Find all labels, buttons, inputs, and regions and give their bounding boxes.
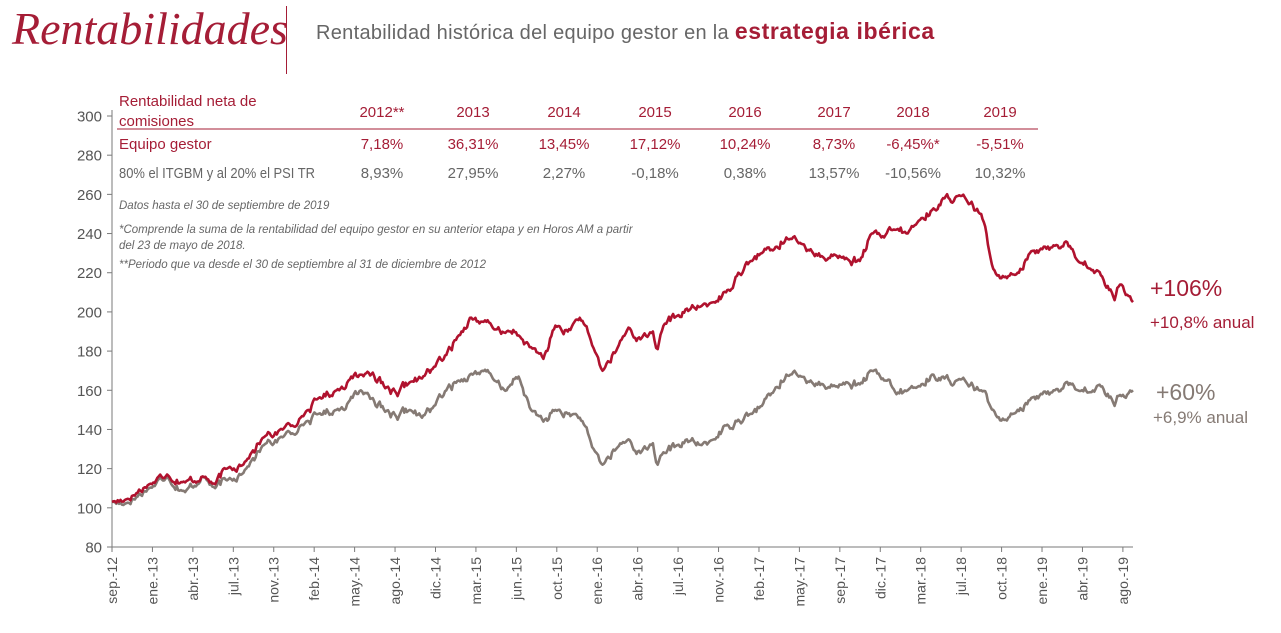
table-row-label: Equipo gestor	[119, 136, 212, 153]
index-annual-return: +6,9% anual	[1153, 408, 1248, 427]
y-tick-label: 300	[77, 109, 102, 126]
x-tick-label: abr.-19	[1074, 557, 1090, 601]
note-line: *Comprende la suma de la rentabilidad de…	[119, 224, 634, 236]
table-cell: 8,93%	[361, 165, 404, 182]
table-cell: -5,51%	[976, 136, 1024, 153]
notes: Datos hasta el 30 de septiembre de 2019 *…	[119, 200, 634, 271]
series-line-index	[111, 368, 1134, 507]
end-labels: +106% +10,8% anual +60% +6,9% anual	[1150, 275, 1254, 427]
note-line: Datos hasta el 30 de septiembre de 2019	[119, 200, 330, 212]
x-tick-label: mar.-18	[913, 557, 929, 605]
table-cell: 36,31%	[448, 136, 499, 153]
x-tick-label: dic.-14	[427, 557, 443, 599]
gestor-total-return: +106%	[1150, 275, 1222, 301]
x-tick-label: abr.-13	[185, 557, 201, 601]
x-tick-label: feb.-14	[306, 557, 322, 601]
y-tick-label: 260	[77, 187, 102, 204]
x-tick-label: jul.-18	[953, 557, 969, 596]
series-lines	[111, 192, 1134, 507]
subtitle-prefix: Rentabilidad histórica del equipo gestor…	[316, 22, 729, 44]
x-tick-label: sep.-12	[104, 557, 120, 604]
y-tick-label: 80	[85, 540, 102, 557]
table-year-header: 2018	[896, 104, 929, 121]
x-tick-label: ago.-19	[1115, 557, 1131, 605]
gestor-annual-return: +10,8% anual	[1150, 313, 1254, 332]
x-tick-label: may.-14	[347, 557, 363, 607]
y-tick-label: 220	[77, 265, 102, 282]
x-tick-label: oct.-15	[549, 557, 565, 600]
subtitle-emphasis: estrategia ibérica	[734, 18, 935, 44]
x-tick-label: ene.-13	[144, 557, 160, 605]
x-tick-label: may.-17	[791, 557, 807, 607]
page-subtitle: Rentabilidad histórica del equipo gestor…	[316, 18, 935, 45]
x-tick-label: ago.-14	[387, 557, 403, 605]
header-divider	[286, 6, 287, 74]
x-tick-label: ene.-16	[589, 557, 605, 605]
table-year-header: 2016	[728, 104, 761, 121]
table-cell: 10,32%	[975, 165, 1026, 182]
y-tick-label: 160	[77, 383, 102, 400]
series-line-gestor	[111, 192, 1134, 504]
x-tick-label: dic.-17	[872, 557, 888, 599]
x-tick-label: jul.-16	[670, 557, 686, 596]
x-tick-label: jul.-13	[225, 557, 241, 596]
table-year-header: 2015	[638, 104, 671, 121]
x-tick-label: nov.-16	[711, 557, 727, 603]
table-header-label-line2: comisiones	[119, 113, 194, 130]
y-tick-label: 140	[77, 422, 102, 439]
x-tick-label: nov.-13	[266, 557, 282, 603]
y-tick-label: 120	[77, 461, 102, 478]
x-tick-label: ene.-19	[1034, 557, 1050, 605]
y-tick-label: 200	[77, 304, 102, 321]
x-tick-label: sep.-17	[832, 557, 848, 604]
table-cell: 10,24%	[720, 136, 771, 153]
table-year-header: 2014	[547, 104, 580, 121]
table-year-header: 2017	[817, 104, 850, 121]
table-cell: -10,56%	[885, 165, 941, 182]
table-cell: -0,18%	[631, 165, 679, 182]
axes: 80 100 120 140 160 180 200 220 240 260 280 300 sep.-…	[77, 109, 1133, 607]
x-tick-label: mar.-15	[468, 557, 484, 605]
x-tick-label: feb.-17	[751, 557, 767, 601]
table-year-header: 2013	[456, 104, 489, 121]
table-cell: 13,45%	[539, 136, 590, 153]
index-total-return: +60%	[1156, 379, 1215, 405]
table-row-label: 80% el ITGBM y al 20% el PSI TR	[119, 165, 315, 182]
note-line: **Periodo que va desde el 30 de septiemb…	[119, 259, 487, 271]
table-cell: 0,38%	[724, 165, 767, 182]
table-cell: 2,27%	[543, 165, 586, 182]
table-cell: 27,95%	[448, 165, 499, 182]
y-tick-label: 280	[77, 148, 102, 165]
page-title: Rentabilidades	[12, 3, 288, 54]
table-cell: 7,18%	[361, 136, 404, 153]
x-tick-label: jun.-15	[508, 557, 524, 601]
y-tick-label: 100	[77, 500, 102, 517]
table-year-header: 2012**	[359, 104, 404, 121]
table-cell: 17,12%	[630, 136, 681, 153]
table-year-header: 2019	[983, 104, 1016, 121]
returns-table: Rentabilidad neta de comisiones 2012** 2013…	[117, 93, 1038, 182]
table-cell: 13,57%	[809, 165, 860, 182]
note-line: del 23 de mayo de 2018.	[119, 240, 246, 252]
x-tick-label: oct.-18	[994, 557, 1010, 600]
table-cell: 8,73%	[813, 136, 856, 153]
y-tick-label: 240	[77, 226, 102, 243]
table-cell: -6,45%*	[886, 136, 940, 153]
y-tick-label: 180	[77, 344, 102, 361]
table-header-label-line1: Rentabilidad neta de	[119, 93, 257, 110]
x-tick-label: abr.-16	[630, 557, 646, 601]
